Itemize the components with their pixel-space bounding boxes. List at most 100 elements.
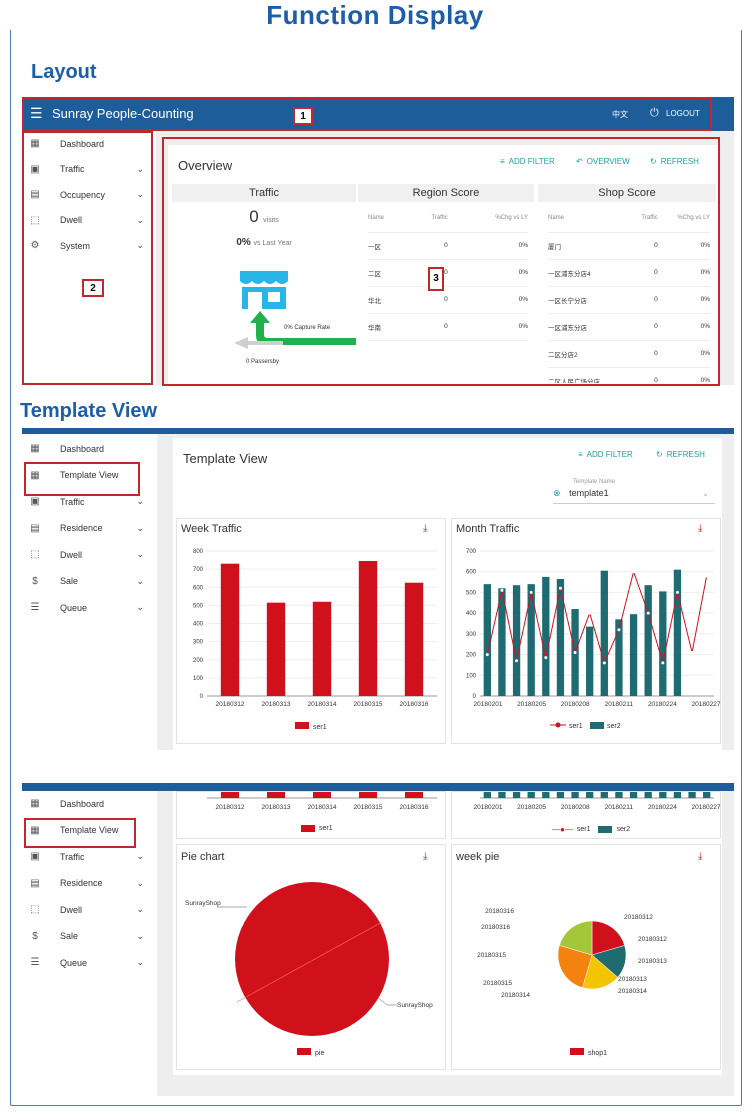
- sidebar-item-label: Residence: [60, 878, 103, 888]
- x-tick-label: 20180208: [561, 804, 590, 811]
- line-point: [602, 661, 606, 665]
- table-row[interactable]: 二区分店2 0 0%: [548, 340, 710, 368]
- bar: [600, 792, 608, 798]
- line-point: [661, 661, 665, 665]
- template-view-highlight: [24, 818, 136, 848]
- sidebar-item-occupency[interactable]: ▤ Occupency ⌄: [22, 182, 152, 207]
- sidebar-item-queue[interactable]: ☰ Queue ⌄: [22, 595, 152, 620]
- template-icon: ▦: [30, 469, 40, 481]
- sidebar-item-dashboard[interactable]: ▦ Dashboard: [22, 791, 152, 816]
- table-row[interactable]: 二区人民广场分店 0 0%: [548, 367, 710, 383]
- app-name: Sunray People-Counting: [52, 106, 194, 121]
- legend: ser1 ser2: [550, 722, 621, 730]
- table-row[interactable]: 华南 0 0%: [368, 313, 528, 341]
- legend-marker: [555, 722, 561, 728]
- sidebar-item-system[interactable]: ⚙ System ⌄: [22, 233, 152, 258]
- logout-button[interactable]: LOGOUT: [666, 109, 700, 118]
- download-icon[interactable]: ⤓: [423, 851, 428, 862]
- table-row[interactable]: 一区浦东分店 0 0%: [548, 313, 710, 341]
- table-row[interactable]: 二区 0 0%: [368, 259, 528, 287]
- table-row[interactable]: 一区浦东分店4 0 0%: [548, 259, 710, 287]
- line-point: [632, 570, 636, 574]
- passerby-arrow-icon: [234, 337, 283, 349]
- sidebar-item-label: Sale: [60, 576, 79, 586]
- clear-icon[interactable]: ⊗: [553, 488, 561, 498]
- pie-slice: [591, 920, 625, 956]
- slice-label: 20180313: [618, 976, 647, 983]
- sidebar-item-sale[interactable]: $ Sale ⌄: [22, 924, 152, 949]
- overview-button[interactable]: ↶ OVERVIEW: [576, 157, 630, 166]
- sidebar-item-template-view[interactable]: ▦ Template View: [22, 818, 152, 843]
- sidebar-item-residence[interactable]: ▤ Residence ⌄: [22, 516, 152, 541]
- sidebar-item-dwell[interactable]: ⬚ Dwell ⌄: [22, 542, 152, 567]
- sidebar-item-queue[interactable]: ☰ Queue ⌄: [22, 950, 152, 975]
- chevron-down-icon: ⌄: [136, 602, 144, 612]
- table-row[interactable]: 一区 0 0%: [368, 232, 528, 260]
- line-point: [544, 656, 548, 660]
- table-row[interactable]: 华北 0 0%: [368, 286, 528, 314]
- bar: [703, 792, 711, 798]
- line-point: [485, 653, 489, 657]
- line-point: [690, 651, 694, 654]
- sidebar-item-template-view[interactable]: ▦ Template View: [22, 463, 152, 488]
- sidebar-item-dwell[interactable]: ⬚ Dwell ⌄: [22, 897, 152, 922]
- refresh-button[interactable]: ↻ REFRESH: [650, 157, 699, 166]
- sidebar-item-label: Dwell: [60, 904, 83, 915]
- traffic-header: Traffic: [172, 184, 356, 202]
- y-tick-label: 800: [193, 549, 204, 555]
- x-tick-label: 20180201: [474, 804, 503, 811]
- x-tick-label: 20180314: [308, 804, 337, 811]
- chevron-down-icon: ⌄: [136, 189, 144, 199]
- bar: [644, 585, 652, 696]
- add-filter-button[interactable]: ≡ ADD FILTER: [500, 157, 555, 166]
- sidebar-item-traffic[interactable]: ▣ Traffic ⌄: [22, 844, 152, 869]
- table-row[interactable]: 一区长宁分店 0 0%: [548, 286, 710, 314]
- download-icon[interactable]: ⤓: [698, 851, 703, 862]
- x-tick-label: 20180315: [354, 701, 383, 708]
- x-tick-label: 20180313: [262, 701, 291, 708]
- download-icon[interactable]: ⤓: [698, 523, 703, 534]
- system-gear-icon: ⚙: [30, 240, 40, 251]
- pie-slice: [235, 882, 389, 1036]
- chevron-down-icon: ⌄: [136, 496, 144, 506]
- sidebar-item-traffic[interactable]: ▣ Traffic ⌄: [22, 157, 152, 182]
- bar: [586, 792, 594, 798]
- sidebar-item-label: Queue: [60, 957, 88, 968]
- section-title-layout: Layout: [31, 61, 97, 83]
- dwell-icon: ⬚: [30, 549, 40, 560]
- sidebar-item-dwell[interactable]: ⬚ Dwell ⌄: [22, 208, 152, 233]
- sidebar-item-residence[interactable]: ▤ Residence ⌄: [22, 871, 152, 896]
- language-button[interactable]: 中文: [612, 110, 628, 119]
- chevron-down-icon: ⌄: [136, 575, 144, 586]
- week-traffic-title: Week Traffic: [181, 523, 242, 535]
- sidebar-item-label: Traffic: [60, 164, 85, 174]
- x-tick-label: 20180205: [517, 804, 546, 811]
- chevron-down-icon: ⌄: [136, 549, 144, 559]
- add-filter-button[interactable]: ≡ ADD FILTER: [578, 450, 633, 459]
- sidebar-item-traffic[interactable]: ▣ Traffic ⌄: [22, 489, 152, 514]
- shop-table: Name Traffic %Chg vs LY 厦门 0 0% 一区浦东分店4 0 0% 一区长宁…: [548, 205, 710, 383]
- capture-rate-label: 0% Capture Rate: [284, 325, 331, 331]
- pie-slice: [559, 920, 593, 956]
- x-tick-label: 20180227: [692, 701, 721, 708]
- template-panel-scrolled: 20180312 20180313 20180314 20180315 20180316…: [173, 791, 722, 1075]
- download-icon[interactable]: ⤓: [423, 523, 428, 534]
- table-row[interactable]: 厦门 0 0%: [548, 232, 710, 260]
- sale-dollar-icon: $: [32, 575, 38, 587]
- pie-chart: SunrayShop SunrayShop pie: [185, 882, 433, 1057]
- slice-label: SunrayShop: [185, 900, 221, 907]
- x-tick-label: 20180315: [354, 804, 383, 811]
- refresh-button[interactable]: ↻ REFRESH: [656, 450, 705, 459]
- refresh-icon: ↻: [650, 157, 657, 166]
- sidebar: ▦ Dashboard ▦ Template View ▣ Traffic ⌄ ▤ Reside…: [22, 434, 157, 754]
- sidebar-item-sale[interactable]: $ Sale ⌄: [22, 569, 152, 594]
- sidebar-item-dashboard[interactable]: ▦ Dashboard: [22, 436, 152, 461]
- bar: [542, 576, 550, 696]
- template-select[interactable]: ⊗ template1 ⌄: [553, 488, 715, 504]
- sidebar-item-dashboard[interactable]: ▦ Dashboard: [22, 131, 152, 156]
- chevron-down-icon: ⌄: [136, 851, 144, 861]
- menu-icon[interactable]: ☰: [30, 105, 43, 121]
- sidebar-item-label: Dwell: [60, 549, 83, 560]
- callout-1: 1: [293, 107, 313, 125]
- month-traffic-title: Month Traffic: [456, 523, 520, 535]
